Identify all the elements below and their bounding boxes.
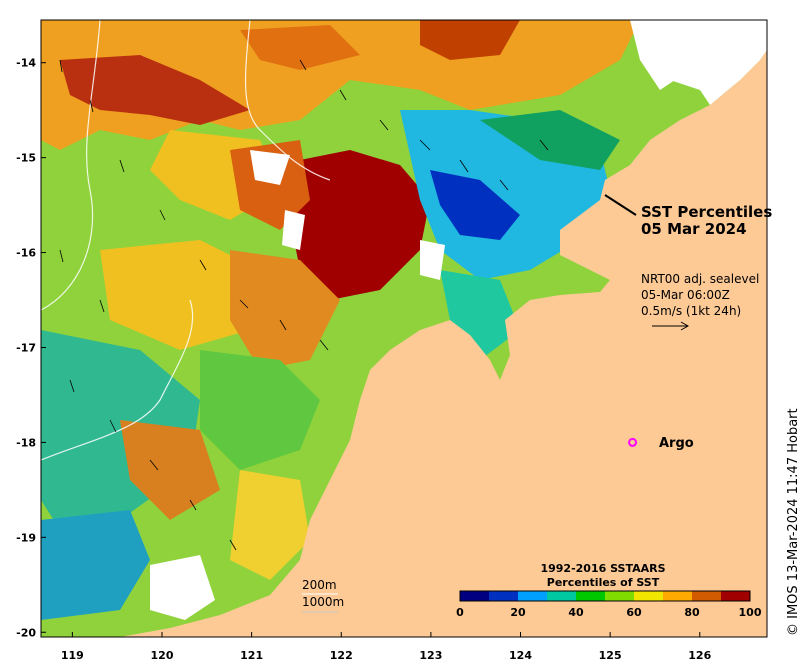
contour-label-200m: 200m — [302, 578, 337, 592]
colorbar-tick-label: 100 — [739, 606, 762, 619]
x-axis: 119 120 121 122 123 124 125 126 — [61, 632, 712, 662]
colorbar-swatch — [489, 591, 519, 601]
no-data-north — [640, 20, 767, 105]
y-tick-label: -16 — [16, 247, 36, 260]
map-title-line2: 05 Mar 2024 — [641, 220, 747, 238]
x-tick-label: 119 — [61, 649, 84, 662]
colorbar-swatch — [547, 591, 577, 601]
land-mass — [120, 20, 767, 637]
y-tick-label: -15 — [16, 152, 36, 165]
argo-float-marker — [628, 437, 638, 447]
plot-frame — [40, 19, 768, 638]
y-tick-label: -17 — [16, 341, 36, 354]
credit-text: © IMOS 13-Mar-2024 11:47 Hobart — [786, 408, 801, 636]
colorbar-ticks: 0 20 40 60 80 100 — [456, 606, 762, 619]
sst-percentile-patches — [41, 20, 700, 620]
colorbar-tick-label: 0 — [456, 606, 464, 619]
colorbar-tick-label: 80 — [684, 606, 700, 619]
colorbar — [459, 590, 751, 602]
colorbar-title-line2: Percentiles of SST — [547, 576, 660, 589]
isobath-contours — [41, 20, 331, 461]
x-tick-label: 120 — [151, 649, 174, 662]
x-tick-label: 122 — [330, 649, 353, 662]
map-title-line1: SST Percentiles — [641, 203, 772, 221]
colorbar-swatch — [634, 591, 664, 601]
colorbar-title-line1: 1992-2016 SSTAARS — [540, 562, 665, 575]
colorbar-frame — [459, 590, 751, 602]
x-tick-label: 125 — [599, 649, 622, 662]
title-pointer-line — [604, 194, 637, 216]
y-tick-label: -14 — [16, 57, 36, 70]
x-tick-label: 124 — [509, 649, 532, 662]
y-axis: -14 -15 -16 -17 -18 -19 -20 — [16, 57, 46, 639]
x-tick-label: 121 — [240, 649, 263, 662]
colorbar-swatch — [518, 591, 548, 601]
colorbar-tick-label: 20 — [510, 606, 526, 619]
colorbar-swatch — [692, 591, 722, 601]
contour-label-1000m: 1000m — [302, 595, 344, 609]
colorbar-swatch — [576, 591, 606, 601]
x-tick-label: 123 — [419, 649, 442, 662]
current-vectors — [59, 59, 549, 551]
colorbar-swatch — [460, 591, 490, 601]
x-tick-label: 126 — [688, 649, 711, 662]
y-tick-label: -20 — [16, 626, 36, 639]
current-info-line1: NRT00 adj. sealevel — [641, 272, 759, 286]
current-info-line3: 0.5m/s (1kt 24h) — [641, 304, 741, 318]
colorbar-swatch — [721, 591, 751, 601]
argo-label: Argo — [659, 436, 694, 451]
colorbar-swatch — [605, 591, 635, 601]
current-info-line2: 05-Mar 06:00Z — [641, 288, 730, 302]
colorbar-swatch — [663, 591, 693, 601]
colorbar-tick-label: 40 — [568, 606, 584, 619]
y-tick-label: -19 — [16, 531, 36, 544]
colorbar-tick-label: 60 — [626, 606, 642, 619]
y-tick-label: -18 — [16, 436, 36, 449]
current-scale-arrow — [652, 321, 690, 331]
